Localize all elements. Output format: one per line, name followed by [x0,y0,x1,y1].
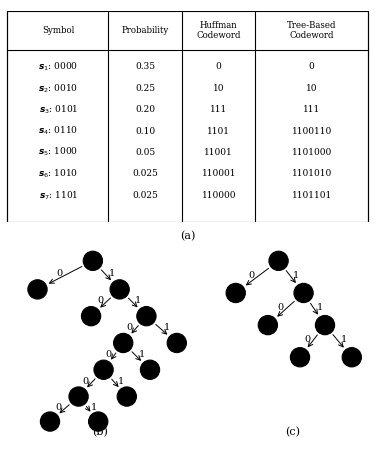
Text: 1: 1 [340,334,347,343]
Text: $\boldsymbol{s}_{7}$: $\boldsymbol{s}_{7}$ [45,416,55,427]
Text: 10: 10 [306,84,318,93]
Text: 0.35: 0.35 [135,62,155,71]
Text: 0: 0 [309,62,315,71]
Text: (b): (b) [92,426,108,437]
Circle shape [137,307,156,326]
Text: $\hat{s}_{3}$: $\hat{s}_{3}$ [347,351,356,364]
Text: 0.025: 0.025 [132,168,158,178]
Text: $\boldsymbol{s}_{5}$: $\boldsymbol{s}_{5}$ [122,392,132,402]
Text: $\boldsymbol{s}_{2}$: $\boldsymbol{s}_{2}$ [86,311,96,322]
Text: $\boldsymbol{s}_{5}$: 1000: $\boldsymbol{s}_{5}$: 1000 [38,146,78,158]
Circle shape [28,280,47,299]
Circle shape [81,307,101,326]
Text: 1: 1 [316,302,323,311]
Text: (a): (a) [180,230,195,241]
Text: $\boldsymbol{s}_{3}$: $\boldsymbol{s}_{3}$ [172,338,182,348]
Text: Symbol: Symbol [42,26,74,35]
Text: $\hat{s}_{1}$: $\hat{s}_{1}$ [231,286,240,300]
Text: 0: 0 [126,323,132,331]
Text: 0.05: 0.05 [135,147,155,157]
Circle shape [83,252,102,271]
Text: 0.20: 0.20 [135,105,155,114]
Text: 1: 1 [139,349,145,358]
Text: 0: 0 [105,349,111,358]
Text: 0: 0 [57,268,63,277]
Text: Probability: Probability [122,26,169,35]
Circle shape [140,360,160,380]
Text: 1: 1 [164,323,170,331]
Circle shape [40,412,60,431]
Text: $\boldsymbol{s}_{1}$: $\boldsymbol{s}_{1}$ [33,285,42,295]
Text: 1101: 1101 [207,126,230,135]
Circle shape [88,412,108,431]
Text: $\boldsymbol{s}_{6}$: $\boldsymbol{s}_{6}$ [93,416,103,427]
Text: 1101101: 1101101 [292,190,332,200]
Circle shape [167,334,186,353]
Text: 1: 1 [135,296,141,305]
Text: 0: 0 [216,62,222,71]
Text: 0: 0 [97,296,103,305]
Circle shape [290,348,310,367]
Circle shape [114,334,133,353]
Text: 0: 0 [82,376,89,385]
Text: 1: 1 [108,268,115,277]
Circle shape [269,252,288,271]
Text: $\boldsymbol{s}_{6}$: 1010: $\boldsymbol{s}_{6}$: 1010 [38,167,78,179]
Circle shape [69,387,88,406]
Circle shape [342,348,362,367]
Text: $\hat{s}_{2}$: $\hat{s}_{2}$ [263,319,272,332]
Text: (c): (c) [285,426,300,437]
Circle shape [315,316,334,335]
Circle shape [110,280,129,299]
Text: 0.025: 0.025 [132,190,158,200]
Text: 0: 0 [304,334,310,343]
Text: $\boldsymbol{s}_{4}$: $\boldsymbol{s}_{4}$ [145,365,155,375]
Text: 0: 0 [249,270,255,279]
Text: 10: 10 [213,84,225,93]
Text: Tree-Based
Codeword: Tree-Based Codeword [287,21,336,40]
Circle shape [258,316,278,335]
Text: 0.10: 0.10 [135,126,155,135]
Text: $\boldsymbol{s}_{4}$: 0110: $\boldsymbol{s}_{4}$: 0110 [38,124,78,137]
Text: $\boldsymbol{s}_{3}$: 0101: $\boldsymbol{s}_{3}$: 0101 [39,103,78,116]
Circle shape [226,284,245,303]
Text: $\boldsymbol{s}_{1}$: 0000: $\boldsymbol{s}_{1}$: 0000 [38,60,78,73]
Text: $\hat{s}_{4}$: $\hat{s}_{4}$ [296,351,304,364]
Text: 110001: 110001 [201,168,236,178]
Text: 1101010: 1101010 [292,168,332,178]
Text: 1: 1 [91,402,97,411]
Text: 1: 1 [117,376,124,385]
Text: 1101000: 1101000 [292,147,332,157]
Text: 11001: 11001 [204,147,233,157]
Text: $\boldsymbol{s}_{7}$: 1101: $\boldsymbol{s}_{7}$: 1101 [39,189,78,202]
Circle shape [94,360,113,380]
Text: 0: 0 [277,302,284,311]
Text: 1100110: 1100110 [292,126,332,135]
Text: 0.25: 0.25 [135,84,155,93]
Text: 111: 111 [210,105,227,114]
Circle shape [294,284,313,303]
Text: $\boldsymbol{s}_{2}$: 0010: $\boldsymbol{s}_{2}$: 0010 [38,82,78,95]
Circle shape [117,387,136,406]
Text: 110000: 110000 [201,190,236,200]
Text: 111: 111 [303,105,320,114]
Text: 0: 0 [56,402,62,411]
Text: Huffman
Codeword: Huffman Codeword [196,21,241,40]
Text: 1: 1 [293,270,300,279]
